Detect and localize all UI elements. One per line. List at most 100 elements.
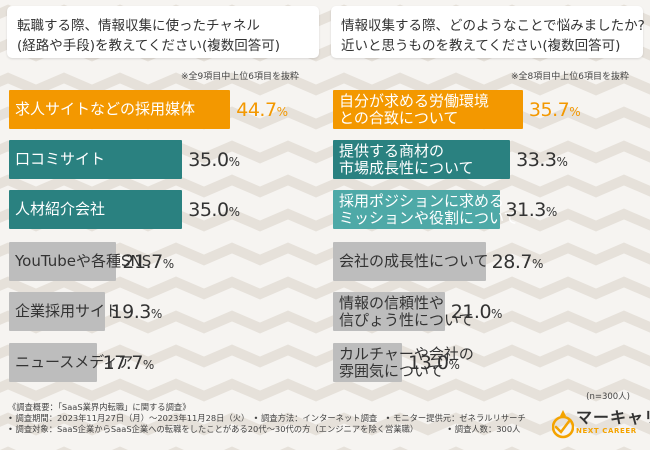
value-decimal: 0 bbox=[479, 301, 492, 323]
right-bar-value-2: 33.3% bbox=[516, 149, 568, 173]
chevron-stripe bbox=[0, 174, 650, 198]
value-unit: % bbox=[545, 205, 557, 219]
left-chart-panel: 転職する際、情報収集に使ったチャネル (経路や手段)を教えてください(複数回答可… bbox=[7, 6, 319, 392]
right-bar-label-2-line-2: 市場成長性について bbox=[339, 158, 474, 177]
left-bar-6 bbox=[9, 343, 97, 382]
left-bar-label-1-line-1: 求人サイトなどの採用媒体 bbox=[15, 100, 196, 118]
left-bar-label-2: 口コミサイト bbox=[15, 151, 105, 168]
right-bar-label-1-line-2: との合致について bbox=[339, 108, 459, 127]
value-unit: % bbox=[150, 307, 162, 321]
value-decimal: 0 bbox=[436, 352, 449, 374]
left-bar-value-6: 17.7% bbox=[102, 352, 155, 376]
value-integer: 44. bbox=[236, 99, 265, 121]
chevron-stripe bbox=[0, 412, 650, 436]
right-bar-label-2: 提供する商材の 市場成長性について bbox=[339, 141, 474, 177]
value-decimal: 0 bbox=[216, 149, 229, 171]
value-unit: % bbox=[228, 205, 240, 219]
right-bar-4 bbox=[333, 242, 486, 281]
right-bar-label-3-line-1: 採用ポジションに求める bbox=[339, 191, 505, 210]
right-bar-value-4: 28.7% bbox=[491, 251, 544, 275]
right-question-line-2: 近いと思うものを教えてください(複数回答可) bbox=[341, 38, 621, 54]
left-chart-note: ※全9項目中上位6項目を抜粋 bbox=[181, 72, 299, 82]
survey-period-line: • 調査期間：2023年11月27日（月）～2023年11月28日（火） • 調… bbox=[8, 413, 526, 423]
value-unit: % bbox=[228, 155, 240, 169]
left-bar-value-3: 35.0% bbox=[188, 199, 240, 223]
left-bar-value-2: 35.0% bbox=[188, 149, 240, 173]
value-integer: 35. bbox=[528, 99, 558, 121]
logo-mark-icon bbox=[552, 410, 574, 439]
right-chart-note: ※全8項目中上位6項目を抜粋 bbox=[511, 72, 629, 82]
left-bar-value-5: 19.3% bbox=[110, 301, 163, 325]
value-decimal: 7 bbox=[151, 251, 163, 273]
makyari-logo: マーキャリ NEXT CAREER bbox=[552, 404, 650, 446]
left-question-line-2: (経路や手段)を教えてください(複数回答可) bbox=[17, 38, 280, 54]
right-bar-2 bbox=[333, 140, 511, 179]
right-bar-label-6-line-2: 雰囲気について bbox=[339, 361, 444, 380]
right-bar-label-5-line-2: 信ぴょう性について bbox=[339, 310, 474, 329]
left-bar-label-3: 人材紹介会社 bbox=[15, 201, 105, 218]
sample-size-label: (n=300人) bbox=[586, 392, 630, 402]
value-decimal: 3 bbox=[139, 301, 151, 323]
chevron-stripe bbox=[0, 378, 650, 402]
left-bar-label-3-line-1: 人材紹介会社 bbox=[15, 200, 106, 218]
value-decimal: 0 bbox=[216, 199, 229, 221]
value-unit: % bbox=[531, 257, 543, 271]
right-bar-value-6: 13.0% bbox=[408, 352, 460, 376]
value-integer: 19. bbox=[110, 301, 140, 323]
value-integer: 33. bbox=[516, 149, 545, 171]
value-decimal: 7 bbox=[131, 352, 143, 374]
right-bar-label-6-line-1: カルチャーや会社の bbox=[339, 344, 474, 363]
value-integer: 21. bbox=[450, 301, 480, 323]
right-bar-label-5-line-1: 情報の信頼性や bbox=[339, 293, 445, 312]
right-chart-panel: 情報収集する際、どのようなことで悩みましたか? 近いと思うものを教えてください(… bbox=[331, 6, 645, 392]
right-bar-label-6: カルチャーや会社の 雰囲気について bbox=[339, 344, 474, 380]
left-bar-label-4-line-1: YouTubeや各種SNS bbox=[15, 252, 152, 270]
right-bar-value-3: 31.3% bbox=[506, 199, 558, 223]
chevron-stripe bbox=[0, 72, 650, 96]
value-unit: % bbox=[569, 105, 581, 119]
right-bar-3 bbox=[333, 190, 500, 229]
value-decimal: 7 bbox=[557, 99, 570, 121]
value-unit: % bbox=[556, 155, 568, 169]
left-bar-1 bbox=[9, 90, 231, 129]
left-bar-label-5: 企業採用サイト bbox=[15, 303, 120, 320]
value-unit: % bbox=[491, 307, 502, 321]
left-bar-value-1: 44.7% bbox=[236, 99, 288, 123]
value-integer: 13. bbox=[408, 352, 437, 374]
right-question-header: 情報収集する際、どのようなことで悩みましたか? 近いと思うものを教えてください(… bbox=[331, 6, 645, 58]
survey-overview: 《調査概要：「SaaS業界内転職」に関する調査》 • 調査期間：2023年11月… bbox=[8, 402, 526, 435]
left-bar-label-5-line-1: 企業採用サイト bbox=[15, 302, 121, 320]
left-bar-label-6-line-1: ニュースメディア bbox=[15, 353, 134, 371]
chevron-stripe bbox=[0, 276, 650, 300]
survey-overview-title: 《調査概要：「SaaS業界内転職」に関する調査》 bbox=[8, 402, 191, 412]
value-integer: 35. bbox=[188, 149, 217, 171]
value-integer: 17. bbox=[102, 352, 132, 374]
value-decimal: 7 bbox=[264, 99, 277, 121]
right-question-line-1: 情報収集する際、どのようなことで悩みましたか? bbox=[341, 18, 645, 34]
value-unit: % bbox=[162, 257, 174, 271]
value-integer: 35. bbox=[188, 199, 217, 221]
value-integer: 28. bbox=[491, 251, 521, 273]
value-unit: % bbox=[142, 358, 154, 372]
left-question-header: 転職する際、情報収集に使ったチャネル (経路や手段)を教えてください(複数回答可… bbox=[7, 6, 319, 58]
left-bar-3 bbox=[9, 190, 183, 229]
right-bar-label-5: 情報の信頼性や 信ぴょう性について bbox=[339, 293, 474, 329]
left-bar-label-6: ニュースメディア bbox=[15, 354, 133, 371]
left-bar-label-4: YouTubeや各種SNS bbox=[15, 253, 151, 270]
value-unit: % bbox=[448, 358, 460, 372]
left-bar-4 bbox=[9, 242, 117, 281]
right-bar-1 bbox=[333, 90, 523, 129]
right-bar-label-1: 自分が求める労働環境 との合致について bbox=[339, 91, 490, 127]
right-bar-value-1: 35.7% bbox=[528, 99, 581, 123]
value-decimal: 3 bbox=[534, 199, 546, 221]
survey-target-line: • 調査対象：SaaS企業からSaaS企業への転職をしたことがある20代～30代… bbox=[8, 424, 521, 434]
right-bar-label-4: 会社の成長性について bbox=[339, 253, 489, 270]
right-bar-label-4-line-1: 会社の成長性について bbox=[339, 252, 489, 270]
logo-name: マーキャリ bbox=[576, 408, 650, 427]
right-bar-label-1-line-1: 自分が求める労働環境 bbox=[339, 91, 490, 110]
right-bar-label-2-line-1: 提供する商材の bbox=[339, 141, 445, 160]
right-bar-label-3: 採用ポジションに求める ミッションや役割について bbox=[339, 191, 519, 227]
left-question-line-1: 転職する際、情報収集に使ったチャネル bbox=[17, 18, 260, 34]
logo-subtitle: NEXT CAREER bbox=[576, 427, 637, 435]
left-bar-2 bbox=[9, 140, 183, 179]
